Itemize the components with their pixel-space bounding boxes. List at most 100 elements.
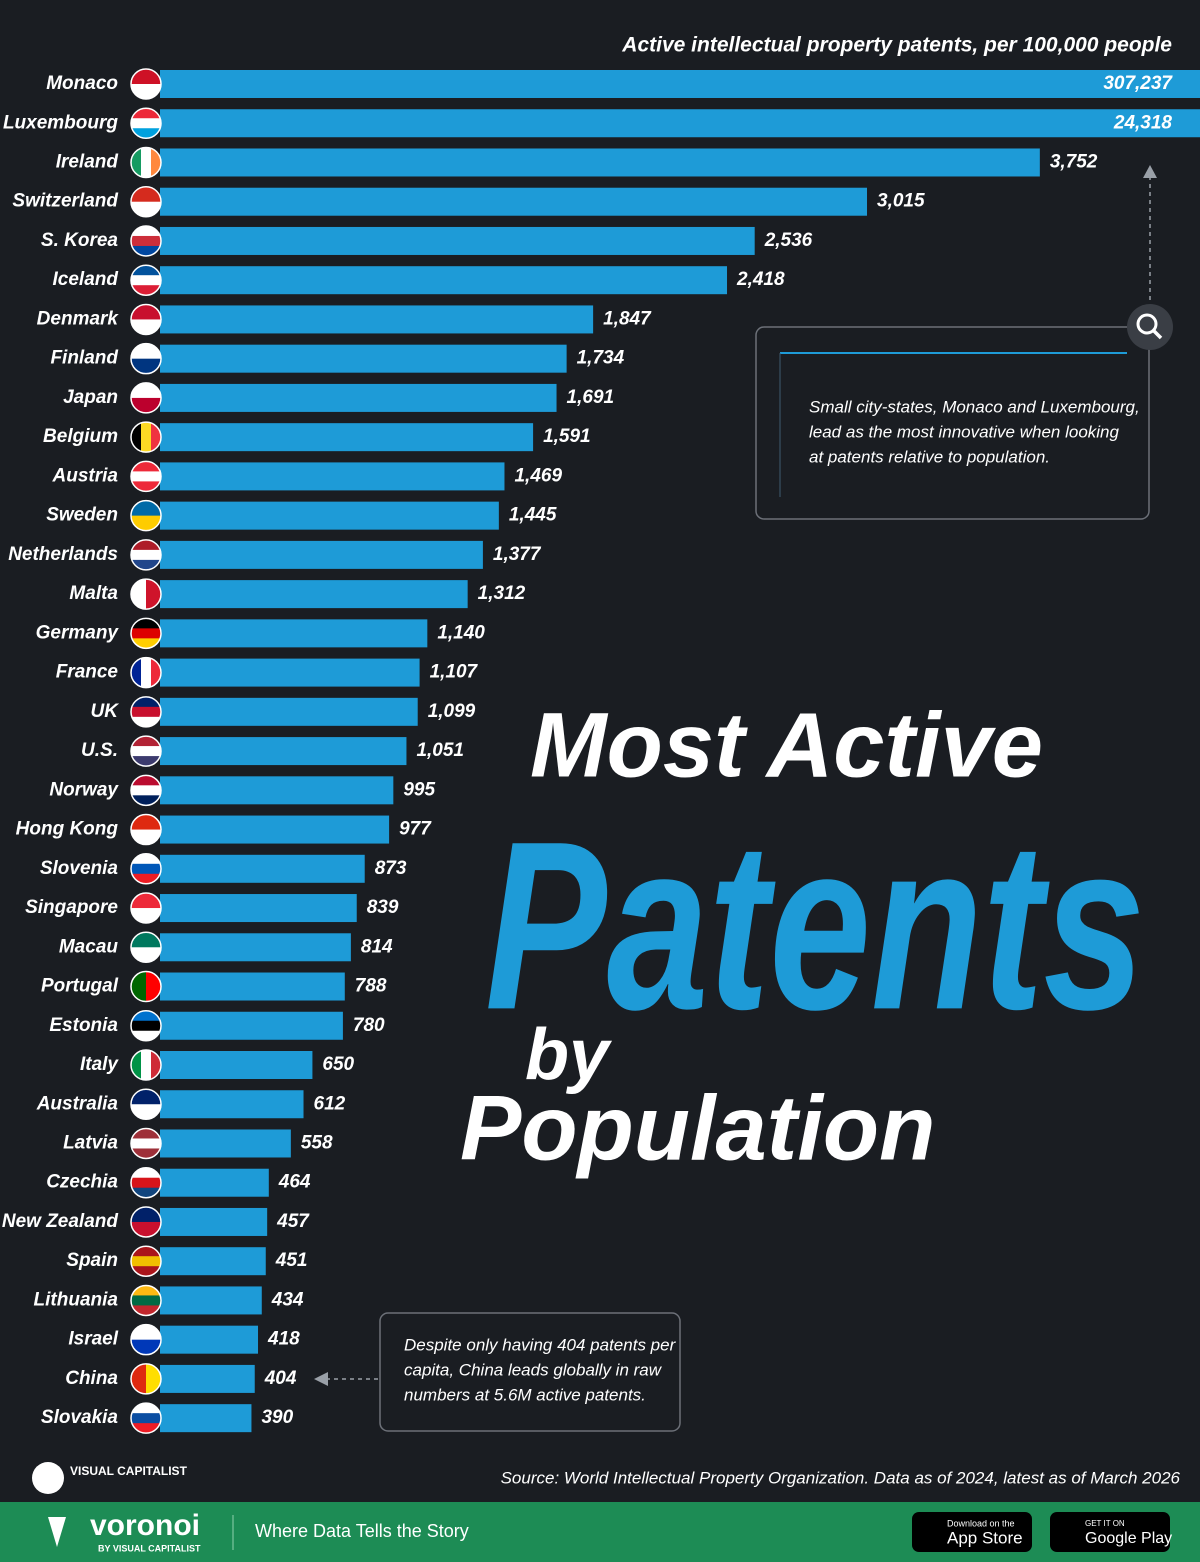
bar	[160, 776, 393, 804]
bar	[160, 1090, 304, 1118]
google-play: Google Play	[1085, 1530, 1172, 1547]
flag-stripe	[131, 236, 161, 247]
value-label: 1,469	[514, 465, 562, 486]
value-label: 977	[399, 819, 432, 840]
bar	[160, 933, 351, 961]
value-label: 788	[355, 976, 387, 997]
flag-stripe	[131, 471, 161, 482]
flag-stripe	[131, 1021, 161, 1032]
flag	[131, 226, 161, 257]
category-label: Ireland	[56, 151, 119, 172]
flag-stripe	[131, 628, 161, 639]
category-label: Hong Kong	[16, 819, 119, 840]
annotation: Small city-states, Monaco and Luxembourg…	[809, 397, 1140, 416]
value-label: 558	[301, 1132, 333, 1153]
flag-stripe	[131, 1256, 161, 1267]
flag	[131, 461, 161, 492]
bar	[160, 148, 1040, 176]
flag	[131, 893, 161, 924]
category-label: Czechia	[46, 1172, 118, 1193]
flag	[131, 383, 161, 414]
category-label: Luxembourg	[3, 112, 118, 133]
bar	[160, 659, 420, 687]
bar	[160, 1326, 258, 1354]
bar	[160, 305, 593, 333]
flag	[131, 1128, 161, 1159]
annotation: Despite only having 404 patents per	[404, 1335, 677, 1354]
flag	[131, 1246, 161, 1277]
value-label: 1,377	[493, 544, 542, 565]
value-label: 1,691	[567, 387, 615, 408]
flag-stripe	[131, 746, 161, 757]
flag	[131, 344, 161, 375]
annotation: capita, China leads globally in raw	[404, 1360, 663, 1379]
source: Source: World Intellectual Property Orga…	[501, 1468, 1181, 1487]
bar	[160, 109, 1200, 137]
bar	[160, 894, 357, 922]
value-label: 390	[261, 1407, 293, 1428]
bar	[160, 1247, 266, 1275]
flag-stripe	[131, 118, 161, 128]
flag	[131, 304, 161, 335]
flag	[131, 108, 161, 139]
value-label: 3,015	[877, 191, 925, 212]
value-label: 612	[314, 1093, 346, 1114]
bar	[160, 855, 365, 883]
bar	[160, 1286, 262, 1314]
category-label: Norway	[49, 779, 119, 800]
bar	[160, 1208, 267, 1236]
value-label: 995	[403, 779, 435, 800]
bar	[160, 462, 504, 490]
value-label: 1,591	[543, 426, 591, 447]
flag	[131, 501, 161, 532]
category-label: Portugal	[41, 976, 119, 997]
category-label: Spain	[66, 1250, 118, 1271]
bar	[160, 384, 557, 412]
category-label: Monaco	[46, 73, 118, 94]
category-label: Estonia	[49, 1015, 118, 1036]
category-label: Singapore	[25, 897, 118, 918]
value-label: 1,312	[478, 583, 526, 604]
category-label: Switzerland	[12, 191, 118, 212]
value-label: 457	[276, 1211, 310, 1232]
value-label: 780	[353, 1015, 385, 1036]
annotation: numbers at 5.6M active patents.	[404, 1385, 646, 1404]
category-label: New Zealand	[2, 1211, 119, 1232]
bar	[160, 619, 427, 647]
flag	[131, 69, 161, 100]
flag	[131, 815, 161, 846]
flag	[131, 932, 161, 963]
bar	[160, 1169, 269, 1197]
category-label: Germany	[36, 622, 120, 643]
bar	[160, 423, 533, 451]
bar	[160, 737, 406, 765]
flag	[131, 579, 162, 609]
category-label: Macau	[59, 936, 119, 957]
category-label: France	[56, 662, 119, 683]
flag-stripe	[131, 864, 161, 875]
value-label: 2,536	[764, 230, 813, 251]
app-store: App Store	[947, 1528, 1023, 1547]
value-label: 814	[361, 936, 393, 957]
annotation: lead as the most innovative when looking	[809, 422, 1120, 441]
category-label: Finland	[50, 348, 118, 369]
value-label: 434	[271, 1289, 304, 1310]
tagline: Where Data Tells the Story	[255, 1521, 469, 1541]
category-label: Netherlands	[8, 544, 118, 565]
category-label: Latvia	[63, 1132, 118, 1153]
category-label: Belgium	[43, 426, 118, 447]
bar	[160, 541, 483, 569]
flag	[131, 1050, 162, 1080]
flag	[131, 187, 161, 218]
bar	[160, 227, 755, 255]
flag-stripe	[131, 1138, 161, 1149]
flag	[131, 854, 161, 885]
flag	[131, 1089, 161, 1120]
category-label: Italy	[80, 1054, 119, 1075]
axis-label: Active intellectual property patents, pe…	[621, 34, 1172, 57]
bar	[160, 345, 567, 373]
value-label: 2,418	[736, 269, 785, 290]
value-label: 404	[264, 1368, 297, 1389]
